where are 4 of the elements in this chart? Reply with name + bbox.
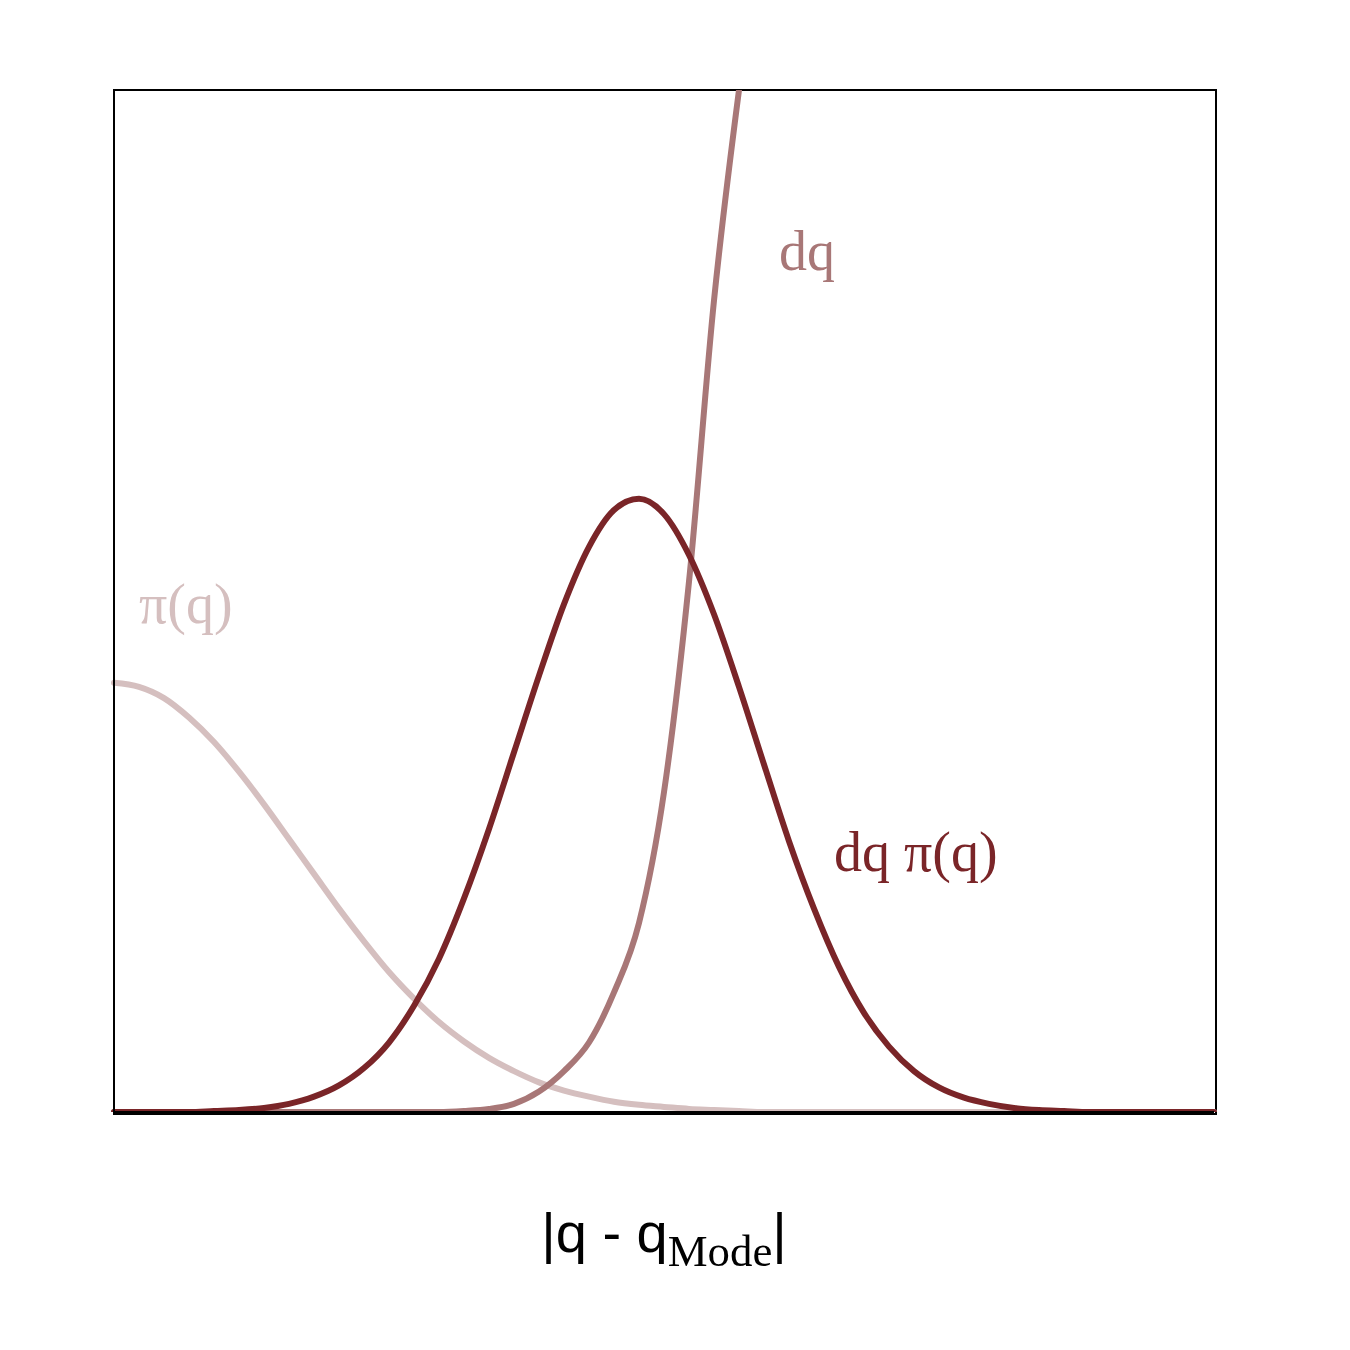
x-axis-title: |q - q$_{Mode}$| bbox=[541, 1201, 787, 1276]
series-label: π(q) bbox=[139, 572, 233, 636]
series-label: dq bbox=[779, 220, 835, 282]
series-label: dq π(q) bbox=[834, 821, 998, 885]
